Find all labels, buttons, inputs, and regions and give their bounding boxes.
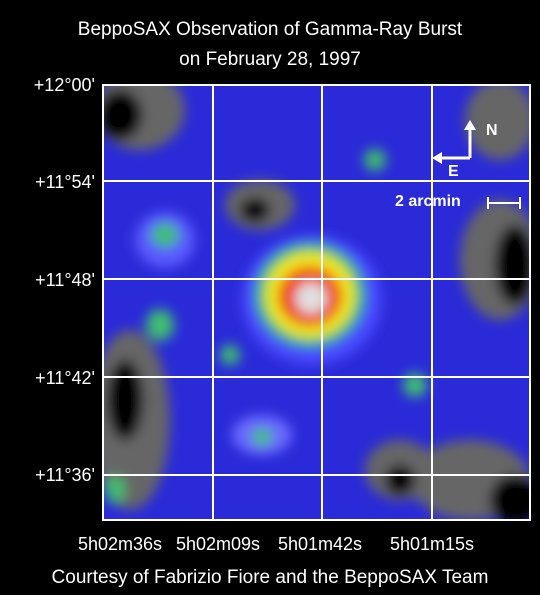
ra-label: 5h01m15s: [390, 534, 474, 554]
title-line: on February 28, 1997: [179, 49, 361, 70]
title-line: BeppoSAX Observation of Gamma-Ray Burst: [78, 19, 463, 40]
dec-label: +12°00': [34, 75, 95, 95]
dec-label: +11°48': [35, 270, 95, 290]
compass: [432, 120, 476, 164]
ra-label: 5h01m42s: [278, 534, 362, 554]
compass-east: E: [448, 163, 459, 180]
ra-label: 5h02m36s: [78, 534, 162, 554]
dec-label: +11°54': [35, 172, 95, 192]
scale-label: 2 arcmin: [395, 193, 461, 210]
dec-label: +11°36': [35, 465, 95, 485]
dec-label: +11°42': [35, 368, 95, 388]
sky-image: [103, 85, 530, 520]
ra-label: 5h02m09s: [176, 534, 260, 554]
compass-north: N: [486, 122, 498, 139]
coordinate-grid: [102, 84, 531, 521]
scale-bar: [487, 197, 521, 209]
credit: Courtesy of Fabrizio Fiore and the Beppo…: [52, 567, 489, 588]
